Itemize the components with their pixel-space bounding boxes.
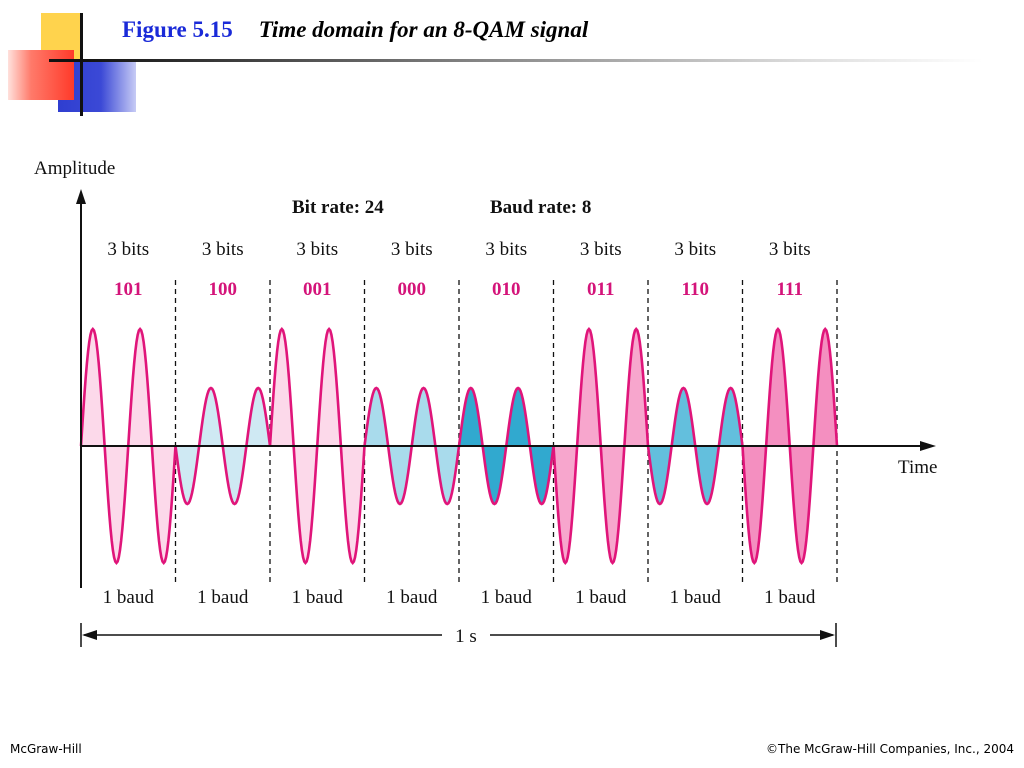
baud-label: 1 baud [670, 587, 722, 608]
bits-label: 3 bits [202, 239, 244, 260]
footer-publisher: McGraw-Hill [10, 742, 82, 756]
bit-code-label: 110 [682, 279, 709, 300]
baud-label: 1 baud [197, 587, 249, 608]
baud-label: 1 baud [103, 587, 155, 608]
logo-vertical-line [80, 13, 83, 116]
title-rule [83, 59, 983, 62]
baud-label: 1 baud [386, 587, 438, 608]
figure-title: Time domain for an 8-QAM signal [258, 17, 589, 42]
bit-rate-label: Bit rate: 24 [292, 197, 384, 218]
bit-code-label: 111 [777, 279, 803, 300]
bits-label: 3 bits [485, 239, 527, 260]
duration-arrow-left [82, 630, 97, 640]
bit-code-label: 001 [303, 279, 332, 300]
y-axis-arrowhead [76, 189, 86, 204]
duration-arrow-right [820, 630, 835, 640]
baud-label: 1 baud [481, 587, 533, 608]
bit-code-label: 011 [587, 279, 614, 300]
x-axis-arrowhead [920, 441, 936, 451]
bits-label: 3 bits [580, 239, 622, 260]
bits-label: 3 bits [296, 239, 338, 260]
bit-code-label: 101 [114, 279, 143, 300]
bits-label: 3 bits [107, 239, 149, 260]
baud-label: 1 baud [575, 587, 627, 608]
bit-code-label: 010 [492, 279, 521, 300]
slide-title: Figure 5.15 Time domain for an 8-QAM sign… [122, 17, 588, 43]
bit-code-label: 000 [398, 279, 427, 300]
duration-label: 1 s [455, 626, 477, 647]
footer-copyright: ©The McGraw-Hill Companies, Inc., 2004 [766, 742, 1014, 756]
logo-red-square [8, 50, 74, 100]
bits-label: 3 bits [674, 239, 716, 260]
figure-number: Figure 5.15 [122, 17, 233, 42]
bits-label: 3 bits [391, 239, 433, 260]
baud-rate-label: Baud rate: 8 [490, 197, 591, 218]
y-axis-label: Amplitude [34, 158, 115, 179]
baud-label: 1 baud [292, 587, 344, 608]
x-axis-label: Time [898, 457, 937, 478]
bits-label: 3 bits [769, 239, 811, 260]
bit-code-label: 100 [209, 279, 238, 300]
baud-label: 1 baud [764, 587, 816, 608]
